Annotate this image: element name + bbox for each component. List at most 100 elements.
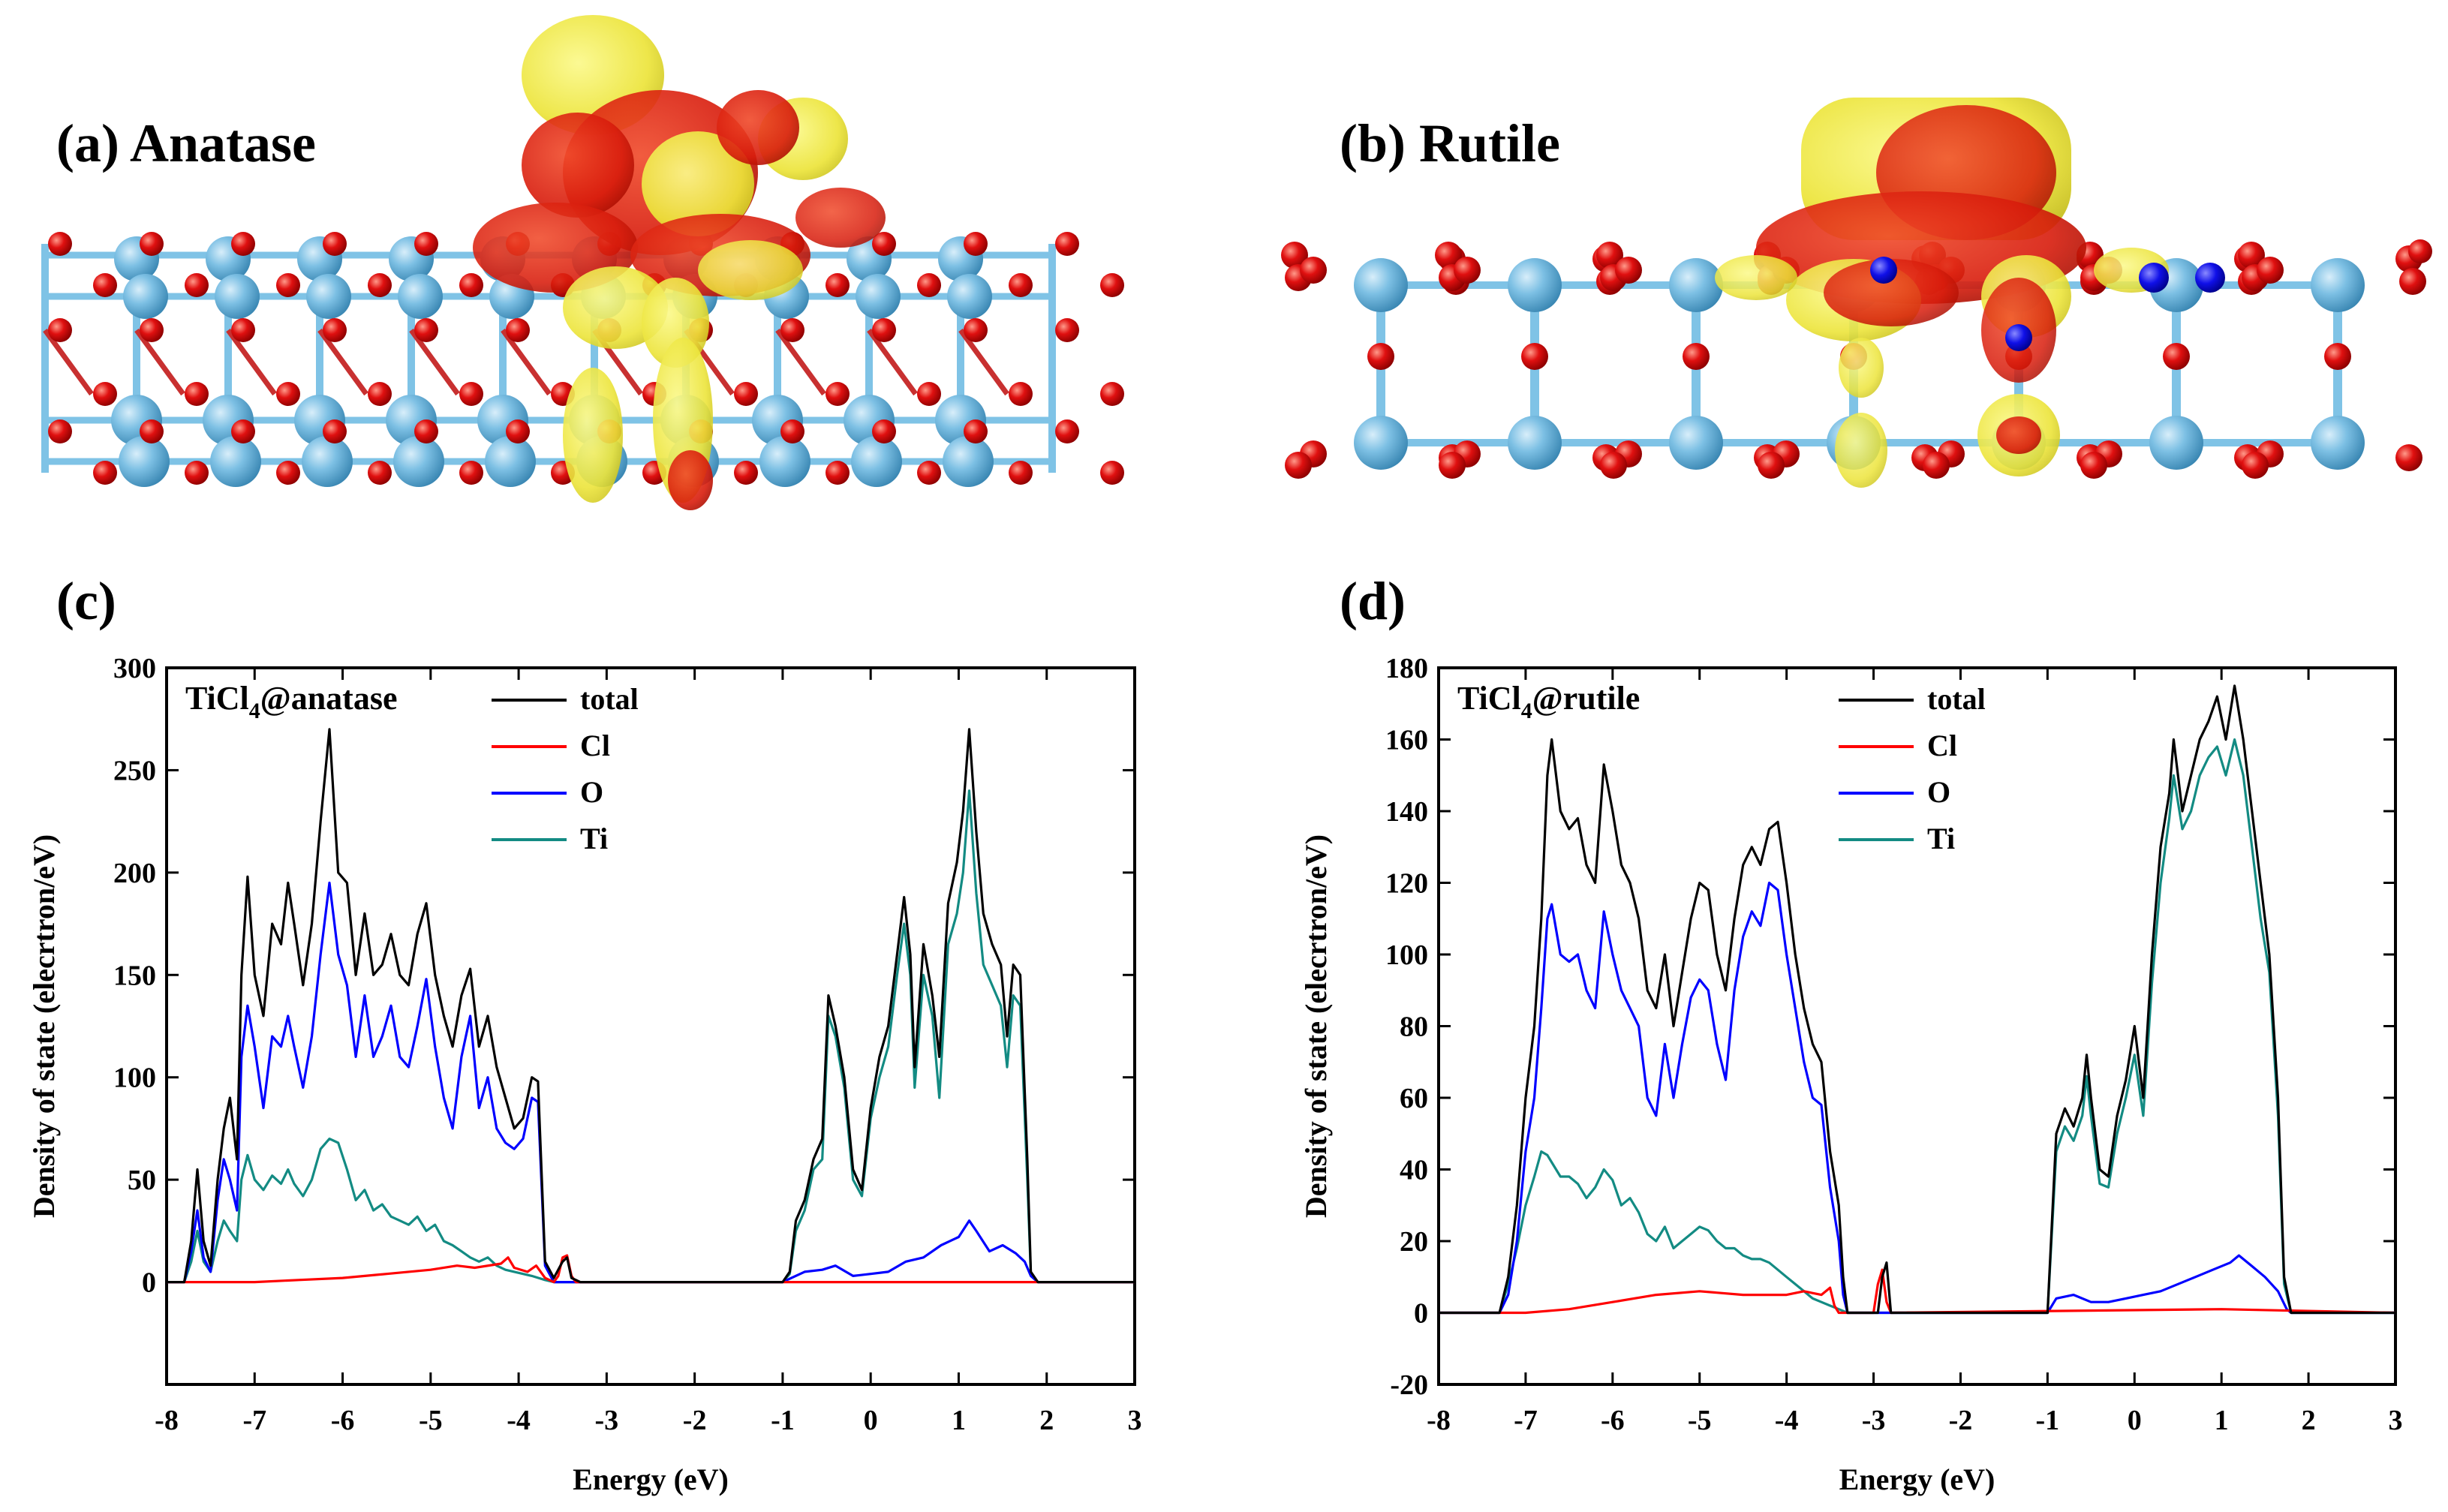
y-axis-label: Density of state (elecrtron/eV) xyxy=(27,834,61,1218)
ti-atom xyxy=(485,436,536,487)
rutile-blue-atoms xyxy=(1870,257,2225,351)
o-atom xyxy=(93,382,117,406)
x-tick-label: 2 xyxy=(1039,1405,1054,1436)
x-tick-label: -4 xyxy=(1775,1405,1799,1436)
x-tick-label: -2 xyxy=(683,1405,707,1436)
o-atom xyxy=(1923,452,1950,479)
o-atom xyxy=(1683,343,1710,370)
o-atom xyxy=(2399,268,2426,295)
panel-b: (b) Rutile xyxy=(1281,98,2432,488)
y-tick-label: -20 xyxy=(1390,1369,1428,1401)
ti-atom xyxy=(1669,416,1723,470)
o-atom xyxy=(48,232,72,256)
o-atom xyxy=(231,419,255,443)
y-tick-label: 200 xyxy=(113,858,156,889)
x-tick-label: -7 xyxy=(1514,1405,1538,1436)
bond xyxy=(409,328,460,396)
y-tick-label: 120 xyxy=(1385,868,1428,900)
y-tick-label: 300 xyxy=(113,653,156,684)
o-atom xyxy=(872,419,896,443)
ti-atom xyxy=(2149,416,2203,470)
o-atom xyxy=(2324,343,2351,370)
o-atom xyxy=(414,318,438,342)
o-atom xyxy=(506,318,530,342)
o-atom xyxy=(826,273,850,297)
panel-d-label: (d) xyxy=(1340,571,1406,631)
ti-atom xyxy=(1669,258,1723,312)
ti-atom xyxy=(2311,416,2365,470)
legend-label-total: total xyxy=(580,682,639,716)
o-atom xyxy=(276,382,300,406)
y-tick-label: 80 xyxy=(1400,1012,1428,1043)
x-tick-label: -3 xyxy=(595,1405,619,1436)
ti-atom xyxy=(1508,258,1562,312)
bond xyxy=(958,328,1009,396)
inset-label: TiCl4@rutile xyxy=(1457,680,1640,723)
ti-atom xyxy=(856,274,901,319)
panel-c: (c) -8 -7 -6 -5 -4 -3 -2 -1 0 1 2 3 0 50 100 150 200 250 3… xyxy=(27,571,1142,1496)
ti-atom xyxy=(947,274,992,319)
inset-label: TiCl4@anatase xyxy=(185,680,397,723)
x-tick-label: 1 xyxy=(2215,1405,2229,1436)
series-line-cl xyxy=(1439,1268,2396,1315)
y-tick-label: 40 xyxy=(1400,1155,1428,1186)
y-tick-label: 20 xyxy=(1400,1226,1428,1258)
o-atom xyxy=(872,232,896,256)
ti-atom xyxy=(302,436,353,487)
x-tick-label: -5 xyxy=(419,1405,443,1436)
o-atom xyxy=(48,419,72,443)
y-tick-label: 50 xyxy=(128,1165,156,1196)
y-tick-label: 160 xyxy=(1385,725,1428,756)
o-atom xyxy=(414,232,438,256)
o-atom xyxy=(231,232,255,256)
o-atom xyxy=(2257,257,2284,284)
o-atom xyxy=(1454,257,1481,284)
o-atom xyxy=(734,461,758,485)
x-tick-label: 0 xyxy=(2128,1405,2142,1436)
x-tick-label: -5 xyxy=(1688,1405,1712,1436)
o-atom xyxy=(780,419,804,443)
o-atom xyxy=(1439,452,1466,479)
legend-label-total: total xyxy=(1927,682,1986,716)
y-tick-label: 100 xyxy=(1385,939,1428,971)
series-line-o xyxy=(167,881,1135,1284)
x-tick-label: 0 xyxy=(864,1405,878,1436)
bond xyxy=(775,328,826,396)
o-atom xyxy=(185,461,209,485)
o-atom xyxy=(368,461,392,485)
x-tick-label: -4 xyxy=(507,1405,531,1436)
panel-a: (a) Anatase xyxy=(41,15,1124,510)
inset-label-suffix: @anatase xyxy=(260,680,398,717)
o-atom xyxy=(1521,343,1548,370)
o-atom xyxy=(323,419,347,443)
x-tick-label: -6 xyxy=(1601,1405,1625,1436)
series-line-ti xyxy=(167,789,1135,1284)
y-tick-label: 180 xyxy=(1385,653,1428,684)
o-atom xyxy=(1758,452,1785,479)
panel-a-label: (a) Anatase xyxy=(56,113,316,173)
ti-atom xyxy=(306,274,351,319)
legend-label-cl: Cl xyxy=(1927,729,1957,762)
plot-frame xyxy=(165,666,1136,1386)
plot-frame xyxy=(1437,666,2397,1386)
ti-atom xyxy=(393,436,444,487)
inset-label-subscript: 4 xyxy=(1521,699,1532,723)
o-atom xyxy=(185,273,209,297)
y-tick-label: 150 xyxy=(113,960,156,991)
legend-label-o: O xyxy=(580,775,603,809)
legend-label-ti: Ti xyxy=(1927,822,1955,855)
series-line-ti xyxy=(1439,738,2395,1315)
x-tick-label: -8 xyxy=(155,1405,179,1436)
x-tick-label: 3 xyxy=(1128,1405,1142,1436)
x-tick-label: 1 xyxy=(952,1405,966,1436)
o-atom xyxy=(276,273,300,297)
o-atom xyxy=(1615,257,1642,284)
o-atom xyxy=(1367,343,1394,370)
o-atom xyxy=(140,318,164,342)
o-atom xyxy=(368,273,392,297)
o-atom xyxy=(917,382,941,406)
o-atom xyxy=(872,318,896,342)
o-atom xyxy=(1009,273,1033,297)
o-atom xyxy=(368,382,392,406)
